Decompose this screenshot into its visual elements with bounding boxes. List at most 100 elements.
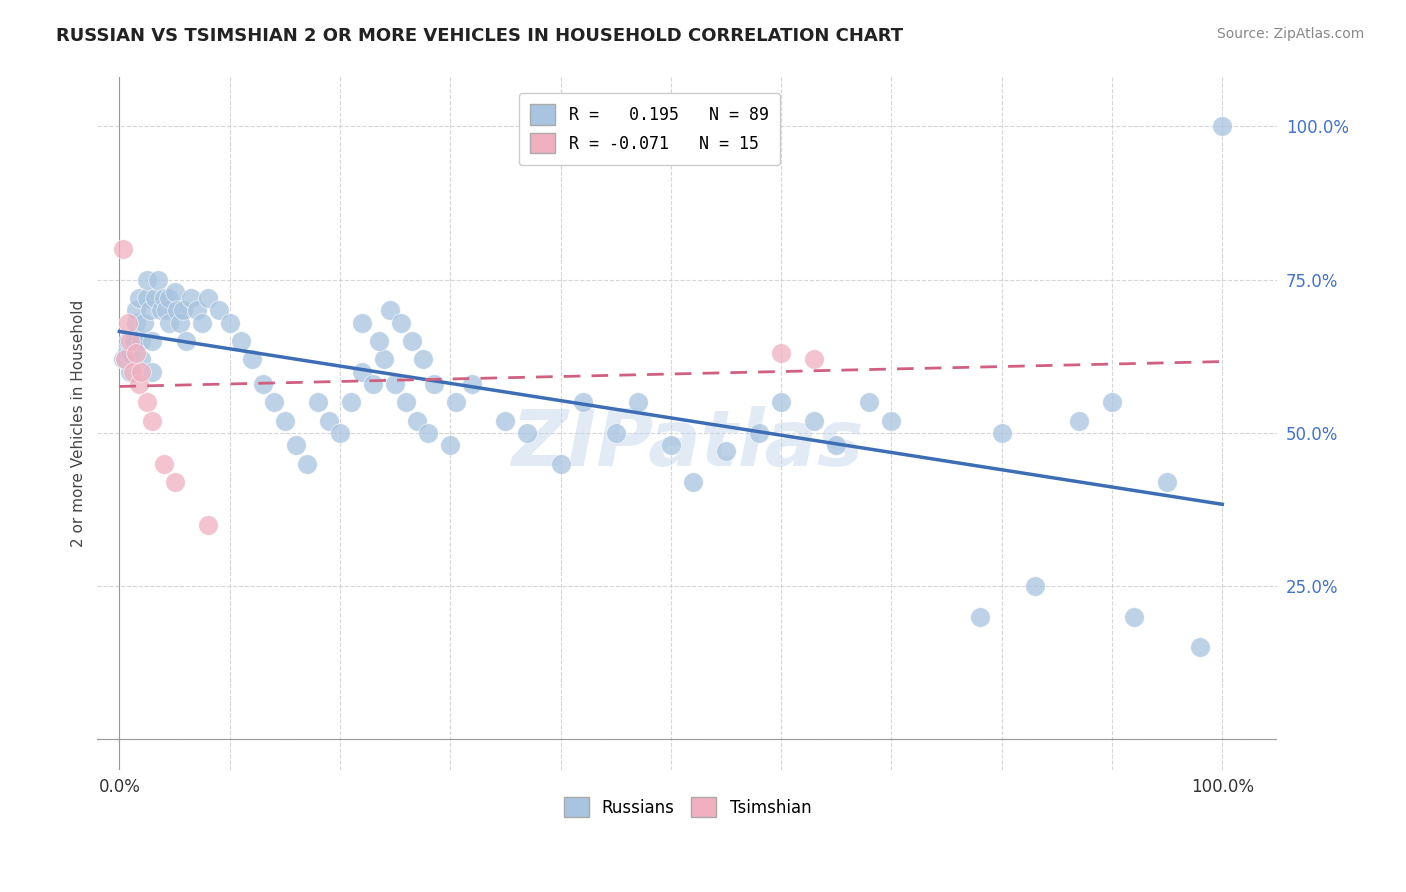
Point: [1189, 640, 1212, 655]
Point: [605, 425, 627, 440]
Point: [132, 316, 155, 330]
Point: [121, 365, 143, 379]
Point: [152, 457, 174, 471]
Point: [1101, 395, 1123, 409]
Point: [186, 303, 208, 318]
Point: [295, 457, 318, 471]
Y-axis label: 2 or more Vehicles in Household: 2 or more Vehicles in Household: [72, 300, 86, 548]
Point: [114, 352, 136, 367]
Point: [131, 365, 153, 379]
Point: [131, 352, 153, 367]
Point: [714, 444, 737, 458]
Point: [803, 352, 825, 367]
Point: [682, 475, 704, 489]
Point: [125, 346, 148, 360]
Point: [141, 365, 163, 379]
Point: [120, 365, 142, 379]
Point: [990, 425, 1012, 440]
Text: RUSSIAN VS TSIMSHIAN 2 OR MORE VEHICLES IN HOUSEHOLD CORRELATION CHART: RUSSIAN VS TSIMSHIAN 2 OR MORE VEHICLES …: [56, 27, 904, 45]
Point: [1024, 579, 1046, 593]
Point: [352, 365, 374, 379]
Text: Source: ZipAtlas.com: Source: ZipAtlas.com: [1216, 27, 1364, 41]
Point: [163, 475, 186, 489]
Point: [172, 303, 194, 318]
Point: [803, 414, 825, 428]
Point: [120, 334, 142, 348]
Point: [208, 303, 231, 318]
Point: [229, 334, 252, 348]
Point: [197, 517, 219, 532]
Point: [550, 457, 572, 471]
Point: [1123, 609, 1146, 624]
Point: [136, 273, 159, 287]
Point: [494, 414, 516, 428]
Point: [284, 438, 307, 452]
Point: [1067, 414, 1090, 428]
Point: [240, 352, 263, 367]
Point: [770, 395, 793, 409]
Point: [125, 316, 148, 330]
Point: [263, 395, 285, 409]
Point: [307, 395, 329, 409]
Point: [191, 316, 214, 330]
Point: [384, 376, 406, 391]
Point: [136, 395, 159, 409]
Point: [125, 303, 148, 318]
Text: ZIPatlas: ZIPatlas: [512, 407, 863, 483]
Point: [329, 425, 352, 440]
Point: [516, 425, 538, 440]
Point: [111, 352, 134, 367]
Point: [880, 414, 903, 428]
Point: [378, 303, 401, 318]
Point: [197, 291, 219, 305]
Point: [659, 438, 682, 452]
Point: [444, 395, 467, 409]
Point: [141, 334, 163, 348]
Point: [155, 303, 177, 318]
Point: [461, 376, 484, 391]
Point: [395, 395, 418, 409]
Point: [969, 609, 991, 624]
Point: [825, 438, 848, 452]
Point: [361, 376, 384, 391]
Point: [169, 316, 191, 330]
Point: [627, 395, 650, 409]
Point: [143, 291, 166, 305]
Point: [128, 291, 150, 305]
Point: [422, 376, 444, 391]
Point: [117, 334, 139, 348]
Point: [318, 414, 340, 428]
Point: [373, 352, 395, 367]
Point: [150, 303, 173, 318]
Point: [131, 334, 153, 348]
Point: [115, 346, 138, 360]
Point: [1156, 475, 1178, 489]
Point: [146, 273, 169, 287]
Point: [174, 334, 197, 348]
Point: [252, 376, 274, 391]
Point: [406, 414, 429, 428]
Point: [163, 285, 186, 299]
Point: [439, 438, 461, 452]
Point: [401, 334, 423, 348]
Point: [858, 395, 880, 409]
Point: [121, 334, 143, 348]
Point: [141, 414, 163, 428]
Point: [166, 303, 188, 318]
Point: [218, 316, 240, 330]
Point: [157, 291, 180, 305]
Point: [1211, 120, 1233, 134]
Point: [770, 346, 793, 360]
Point: [122, 334, 145, 348]
Point: [748, 425, 770, 440]
Point: [114, 352, 136, 367]
Point: [352, 316, 374, 330]
Point: [367, 334, 389, 348]
Point: [111, 242, 134, 256]
Point: [389, 316, 412, 330]
Point: [340, 395, 363, 409]
Legend: Russians, Tsimshian: Russians, Tsimshian: [557, 790, 818, 824]
Point: [274, 414, 297, 428]
Point: [136, 291, 159, 305]
Point: [571, 395, 593, 409]
